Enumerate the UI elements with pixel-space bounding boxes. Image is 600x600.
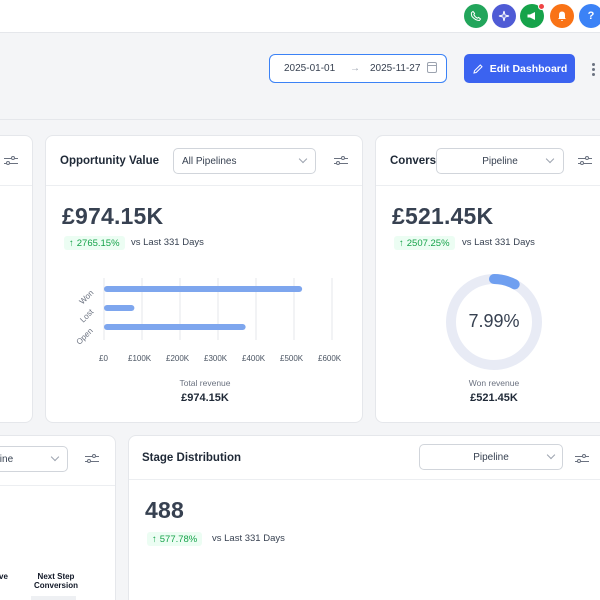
date-start[interactable]: 2025-01-01: [284, 63, 336, 74]
dashboard-header: 2025-01-01 → 2025-11-27 Edit Dashboard: [0, 34, 600, 120]
card-title: Stage Distribution: [142, 452, 242, 464]
change-percent: 577.78%: [159, 533, 198, 545]
calendar-icon[interactable]: [427, 62, 437, 73]
total-revenue-value: £974.15K: [181, 392, 229, 404]
x-tick-label: £200K: [166, 354, 190, 363]
sparkle-icon[interactable]: [492, 4, 516, 28]
opportunity-value-card: Opportunity Value All Pipelines £974.15K…: [45, 135, 363, 423]
help-icon[interactable]: ?: [579, 4, 600, 28]
arrow-up-icon: ↑: [69, 237, 74, 249]
chevron-down-icon: [546, 450, 556, 460]
left-top-card: [0, 135, 33, 423]
stage-count: 488: [145, 497, 184, 523]
arrow-up-icon: ↑: [152, 533, 157, 545]
pipeline-select-value: eline: [0, 453, 14, 465]
opportunity-value: £974.15K: [62, 203, 164, 229]
pipeline-select-value: Pipeline: [473, 451, 509, 463]
arrow-up-icon: ↑: [399, 237, 404, 249]
pencil-icon: [473, 63, 483, 74]
compare-text: vs Last 331 Days: [131, 237, 204, 248]
chevron-down-icon: [298, 154, 308, 164]
notification-dot: [538, 3, 545, 10]
x-tick-label: £400K: [242, 354, 266, 363]
funnel-label: ve: [0, 572, 8, 581]
chevron-down-icon: [50, 452, 60, 462]
phone-icon[interactable]: [464, 4, 488, 28]
filter-settings-icon[interactable]: [575, 454, 589, 464]
left-bottom-card: eline ve Next Step Conversion: [0, 435, 116, 600]
pipeline-select[interactable]: All Pipelines: [173, 148, 316, 174]
top-bar: ?: [0, 0, 600, 33]
filter-settings-icon[interactable]: [85, 454, 99, 464]
pipeline-select[interactable]: eline: [0, 446, 68, 472]
conversion-donut-chart: [446, 274, 542, 370]
won-revenue-value: £521.45K: [470, 392, 518, 404]
filter-settings-icon[interactable]: [334, 156, 348, 166]
change-badge: ↑ 2765.15%: [64, 236, 125, 250]
pipeline-select[interactable]: Pipeline: [419, 444, 563, 470]
change-percent: 2765.15%: [76, 237, 120, 249]
next-step-conversion-label: Next Step Conversion: [33, 572, 78, 590]
opportunity-bar-chart: [103, 278, 333, 340]
filter-settings-icon[interactable]: [4, 156, 18, 166]
stage-distribution-card: Stage Distribution Pipeline 488 ↑ 577.78…: [128, 435, 600, 600]
arrow-right-icon: →: [350, 63, 360, 74]
bar-lost[interactable]: [104, 305, 135, 311]
conversion-rate: 7.99%: [468, 311, 520, 331]
bar-won[interactable]: [104, 286, 303, 292]
more-options-icon[interactable]: [592, 63, 595, 78]
bar-open[interactable]: [104, 324, 246, 330]
pipeline-select[interactable]: Pipeline: [436, 148, 564, 174]
funnel-bar: [31, 596, 76, 600]
filter-settings-icon[interactable]: [578, 156, 592, 166]
x-tick-label: £0: [99, 354, 108, 363]
change-badge: ↑ 2507.25%: [394, 236, 455, 250]
won-revenue-label: Won revenue: [468, 378, 520, 388]
conversion-value: £521.45K: [392, 203, 494, 229]
megaphone-icon[interactable]: [520, 3, 545, 28]
edit-dashboard-button[interactable]: Edit Dashboard: [464, 54, 575, 83]
card-title: Convers: [390, 155, 437, 167]
total-revenue-label: Total revenue: [179, 378, 231, 388]
change-badge: ↑ 577.78%: [147, 532, 203, 546]
compare-text: vs Last 331 Days: [212, 533, 285, 544]
bell-icon[interactable]: [550, 4, 574, 28]
card-title: Opportunity Value: [60, 155, 160, 167]
edit-dashboard-label: Edit Dashboard: [489, 62, 568, 75]
x-tick-label: £300K: [204, 354, 228, 363]
x-tick-label: £600K: [318, 354, 342, 363]
conversion-card: Convers Pipeline £521.45K ↑ 2507.25% vs …: [375, 135, 600, 423]
x-tick-label: £100K: [128, 354, 152, 363]
x-tick-label: £500K: [280, 354, 304, 363]
date-end[interactable]: 2025-11-27: [370, 63, 421, 74]
change-percent: 2507.25%: [406, 237, 450, 249]
pipeline-select-value: All Pipelines: [182, 155, 237, 167]
pipeline-select-value: Pipeline: [482, 155, 518, 167]
date-range-picker[interactable]: 2025-01-01 → 2025-11-27: [269, 54, 447, 83]
donut-arc[interactable]: [446, 274, 542, 370]
compare-text: vs Last 331 Days: [462, 237, 535, 248]
chevron-down-icon: [545, 154, 555, 164]
